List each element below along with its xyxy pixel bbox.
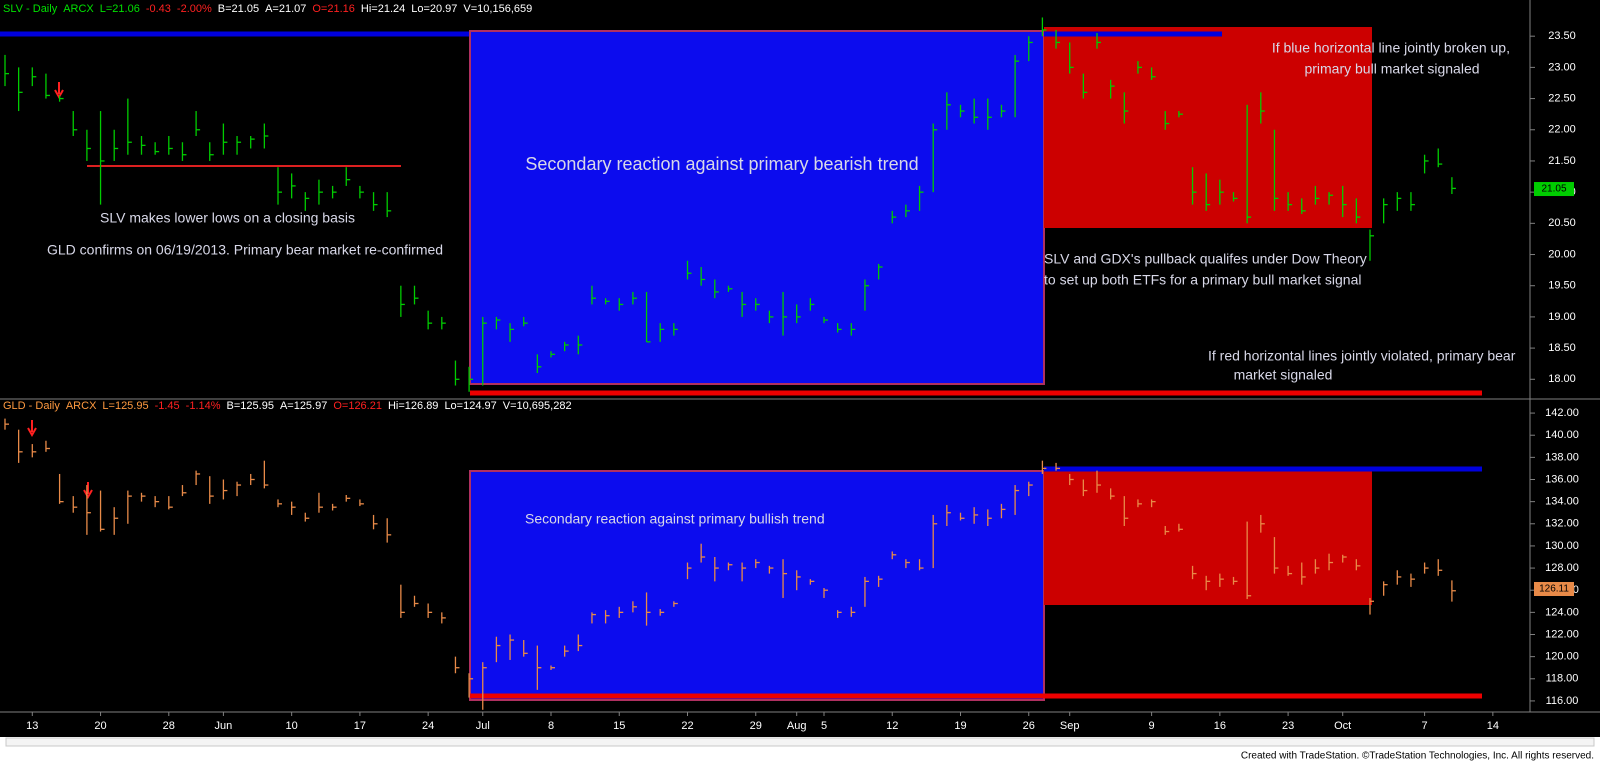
- x-tick-label: Sep: [1060, 720, 1080, 732]
- y-tick-label: 142.00: [1545, 407, 1579, 419]
- header-field: V=10,156,659: [463, 3, 532, 15]
- header-field: A=21.07: [265, 3, 306, 15]
- y-tick-label: 130.00: [1545, 540, 1579, 552]
- annotation: Secondary reaction against primary beari…: [525, 154, 918, 174]
- header-field: L=21.06: [100, 3, 140, 15]
- annotation: primary bull market signaled: [1304, 61, 1479, 77]
- x-tick-label: 16: [1214, 720, 1226, 732]
- header-field: V=10,695,282: [503, 400, 572, 412]
- slv-annotations: [0, 27, 1482, 396]
- scrollbar[interactable]: [5, 737, 1595, 747]
- arrow: [27, 420, 37, 438]
- footer: Created with TradeStation. ©TradeStation…: [1241, 751, 1594, 762]
- x-tick-label: 10: [286, 720, 298, 732]
- header-field: L=125.95: [102, 400, 148, 412]
- y-tick-label: 118.00: [1546, 673, 1579, 685]
- y-tick-label: 132.00: [1545, 518, 1579, 530]
- y-tick-label: 21.50: [1548, 155, 1576, 167]
- secondary-reaction-zone: [469, 470, 1045, 701]
- y-tick-label: 22.50: [1548, 92, 1576, 104]
- header-field: -2.00%: [177, 3, 212, 15]
- last-price-label: 126.11: [1539, 584, 1569, 595]
- y-tick-label: 23.00: [1548, 61, 1576, 73]
- header-field: Hi=21.24: [361, 3, 405, 15]
- last-price-box: [1534, 182, 1574, 197]
- x-tick-label: 28: [163, 720, 175, 732]
- panel-header: SLV - Daily ARCX L=21.06 -0.43 -2.00% B=21.05…: [3, 3, 532, 15]
- x-tick-label: 13: [26, 720, 38, 732]
- annotation: GLD confirms on 06/19/2013. Primary bear…: [47, 242, 443, 258]
- header-field: SLV - Daily: [3, 3, 58, 15]
- annotation: Secondary reaction against primary bulli…: [525, 511, 825, 527]
- y-tick-label: 19.50: [1548, 280, 1576, 292]
- data-layer: SLV - Daily ARCX L=21.06 -0.43 -2.00% B=21.05…: [3, 3, 1579, 732]
- header-field: ARCX: [66, 400, 97, 412]
- x-tick-label: 20: [94, 720, 106, 732]
- header-field: O=126.21: [333, 400, 382, 412]
- y-tick-label: 116.00: [1546, 695, 1579, 707]
- header-field: -1.45: [155, 400, 180, 412]
- header-field: A=125.97: [280, 400, 327, 412]
- y-tick-label: 18.00: [1548, 373, 1576, 385]
- y-tick-label: 128.00: [1545, 562, 1579, 574]
- header-field: O=21.16: [312, 3, 355, 15]
- x-tick-label: 19: [954, 720, 966, 732]
- x-tick-label: 15: [613, 720, 625, 732]
- header-field: Lo=20.97: [411, 3, 457, 15]
- x-tick-label: 17: [354, 720, 366, 732]
- header-field: Lo=124.97: [444, 400, 496, 412]
- y-tick-label: 134.00: [1545, 496, 1579, 508]
- header-field: ARCX: [63, 3, 94, 15]
- y-tick-label: 120.00: [1545, 651, 1579, 663]
- x-tick-label: 14: [1487, 720, 1499, 732]
- x-tick-label: 24: [422, 720, 434, 732]
- header-field: B=125.95: [227, 400, 274, 412]
- header-field: B=21.05: [218, 3, 259, 15]
- x-tick-label: 23: [1282, 720, 1294, 732]
- x-tick-label: Oct: [1334, 720, 1351, 732]
- x-tick-label: Jul: [476, 720, 490, 732]
- header-field: -0.43: [146, 3, 171, 15]
- x-tick-label: 5: [821, 720, 827, 732]
- x-tick-label: 8: [548, 720, 554, 732]
- y-tick-label: 122.00: [1545, 628, 1579, 640]
- header-field: GLD - Daily: [3, 400, 60, 412]
- annotation: If blue horizontal line jointly broken u…: [1272, 40, 1510, 56]
- header-field: -1.14%: [186, 400, 221, 412]
- pullback-zone: [1044, 27, 1372, 228]
- secondary-reaction-zone: [469, 30, 1045, 385]
- annotation: SLV makes lower lows on a closing basis: [100, 210, 355, 226]
- x-tick-label: 26: [1023, 720, 1035, 732]
- y-tick-label: 20.50: [1548, 217, 1576, 229]
- annotation: SLV and GDX's pullback qualifes under Do…: [1044, 251, 1367, 267]
- panel-header: GLD - Daily ARCX L=125.95 -1.45 -1.14% B=125.…: [3, 400, 572, 412]
- x-tick-label: 29: [750, 720, 762, 732]
- annotation: If red horizontal lines jointly violated…: [1208, 348, 1516, 364]
- x-tick-label: Jun: [215, 720, 233, 732]
- annotation: to set up both ETFs for a primary bull m…: [1044, 272, 1361, 288]
- y-tick-label: 20.00: [1548, 248, 1576, 260]
- y-tick-label: 138.00: [1545, 451, 1579, 463]
- x-tick-label: 22: [681, 720, 693, 732]
- y-tick-label: 22.00: [1548, 124, 1576, 136]
- annotation: market signaled: [1234, 367, 1333, 383]
- gld-annotations: [27, 420, 1482, 701]
- y-tick-label: 140.00: [1545, 429, 1579, 441]
- x-tick-label: 9: [1149, 720, 1155, 732]
- x-tick-label: 12: [886, 720, 898, 732]
- header-field: Hi=126.89: [388, 400, 438, 412]
- x-tick-label: 7: [1422, 720, 1428, 732]
- last-price-label: 21.05: [1541, 184, 1566, 195]
- y-tick-label: 19.00: [1548, 311, 1576, 323]
- y-tick-label: 124.00: [1545, 606, 1579, 618]
- x-tick-label: Aug: [787, 720, 807, 732]
- y-tick-label: 136.00: [1545, 473, 1579, 485]
- arrow: [83, 482, 93, 500]
- y-tick-label: 18.50: [1548, 342, 1576, 354]
- y-tick-label: 23.50: [1548, 30, 1576, 42]
- pullback-zone: [1044, 471, 1372, 605]
- last-price-box: [1534, 581, 1574, 596]
